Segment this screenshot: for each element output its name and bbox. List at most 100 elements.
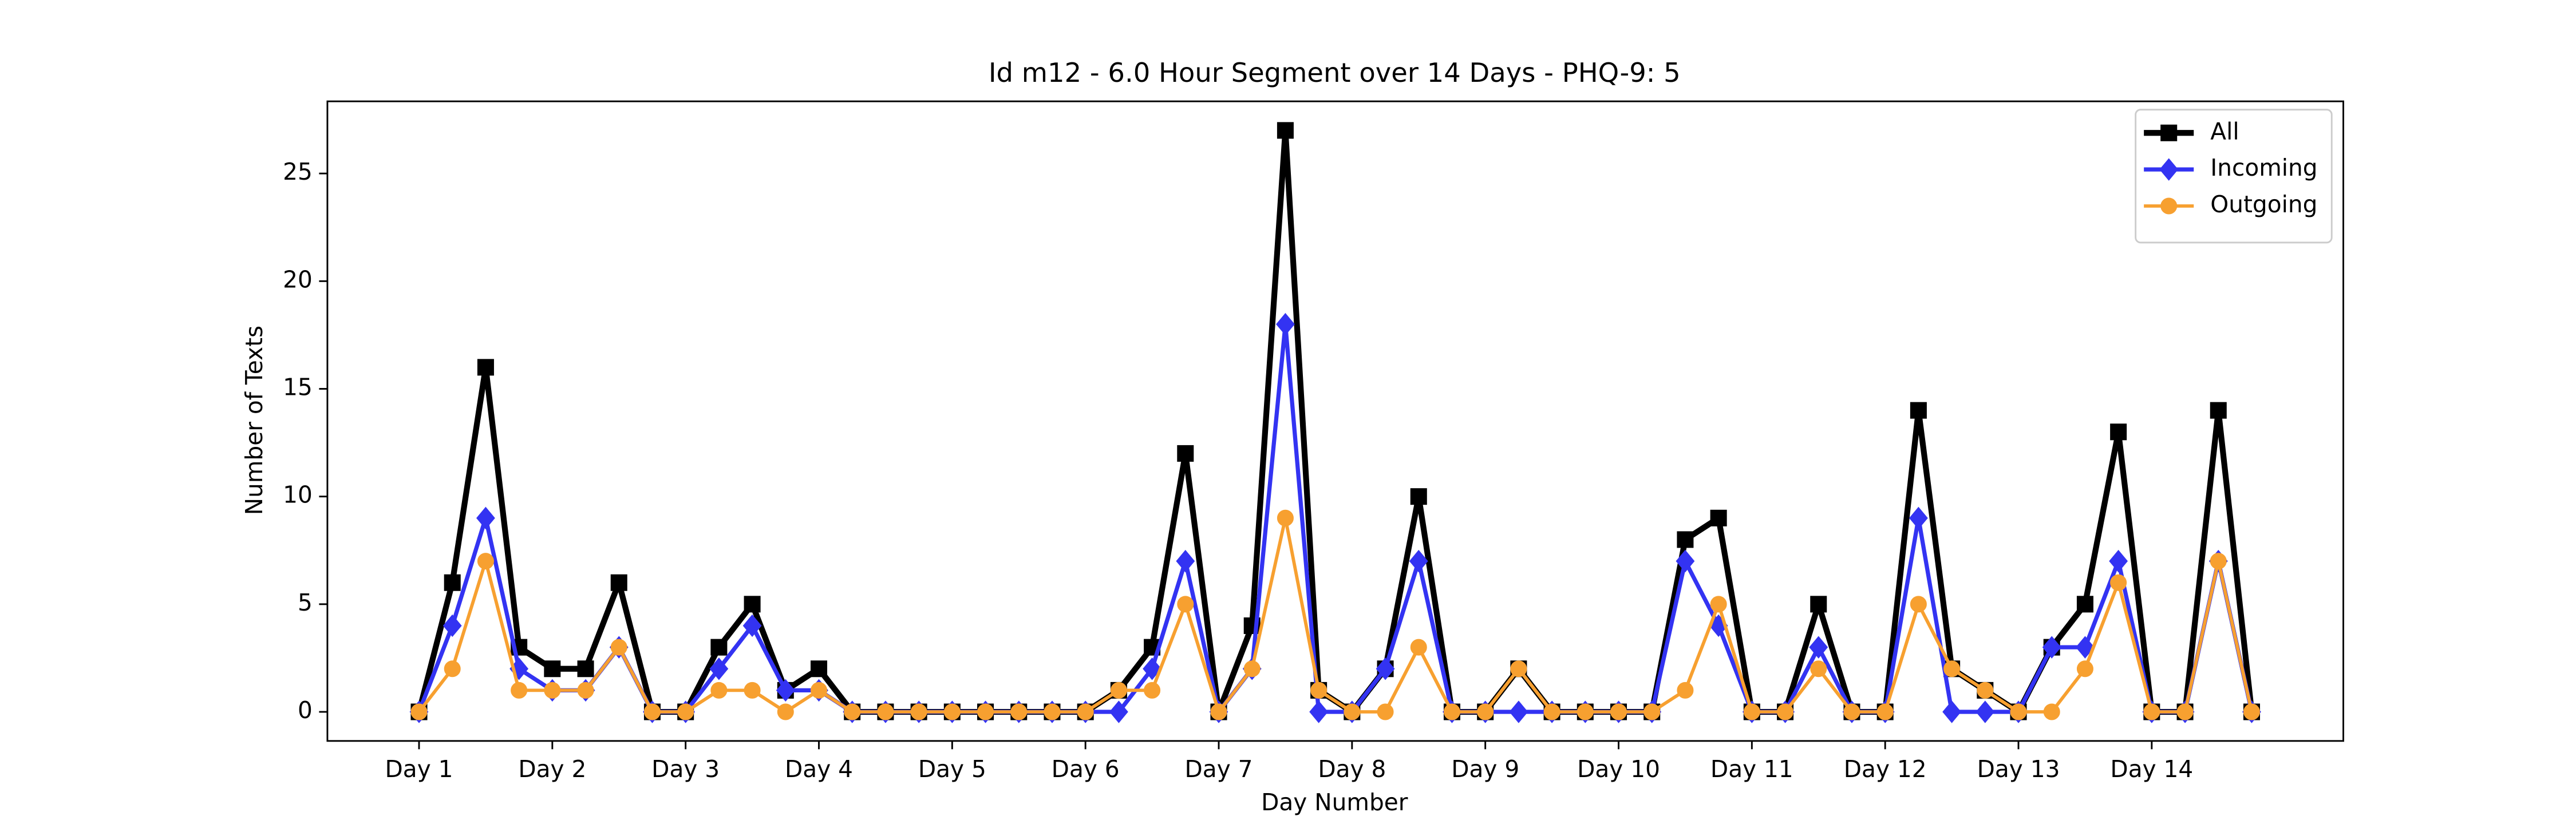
marker (2210, 553, 2227, 570)
marker (1810, 596, 1827, 613)
marker (444, 574, 461, 591)
x-tick-label: Day 1 (385, 755, 453, 783)
marker (577, 660, 594, 678)
marker (1843, 703, 1860, 720)
marker (1509, 700, 1528, 723)
x-tick-label: Day 11 (1710, 755, 1793, 783)
marker (1377, 703, 1394, 720)
marker (2010, 703, 2027, 720)
marker (776, 679, 795, 702)
marker (1677, 531, 1694, 548)
x-tick-label: Day 8 (1318, 755, 1386, 783)
marker (1177, 445, 1194, 462)
marker (1909, 506, 1928, 530)
marker (777, 703, 794, 720)
marker (1277, 122, 1294, 139)
x-tick-label: Day 12 (1844, 755, 1927, 783)
marker (1543, 703, 1560, 720)
legend-label: Outgoing (2210, 191, 2317, 218)
marker (2042, 636, 2061, 659)
x-tick-label: Day 3 (651, 755, 720, 783)
marker (643, 703, 661, 720)
y-tick-label: 10 (283, 481, 313, 509)
marker (810, 660, 828, 678)
marker (709, 657, 729, 680)
marker (1443, 703, 1460, 720)
marker (1410, 488, 1427, 505)
marker (977, 703, 994, 720)
marker (2110, 574, 2127, 591)
marker (2076, 636, 2095, 659)
marker (1243, 660, 1261, 678)
marker (511, 682, 528, 699)
x-tick-label: Day 4 (785, 755, 853, 783)
marker (943, 703, 961, 720)
marker (2210, 402, 2227, 419)
marker (1109, 700, 1128, 723)
marker (477, 553, 494, 570)
marker (1943, 660, 1961, 678)
y-tick-label: 0 (298, 696, 313, 724)
marker (1410, 639, 1427, 656)
marker (1276, 312, 1295, 336)
marker (910, 703, 927, 720)
marker (677, 703, 694, 720)
marker (1177, 596, 1194, 613)
marker (1677, 682, 1694, 699)
x-tick-label: Day 5 (918, 755, 986, 783)
marker (1376, 657, 1395, 680)
marker (577, 682, 594, 699)
marker (1510, 660, 1527, 678)
marker (1942, 700, 1962, 723)
plot-frame (326, 100, 2344, 742)
marker (2160, 124, 2178, 141)
x-tick-label: Day 14 (2110, 755, 2193, 783)
marker (476, 506, 495, 530)
marker (544, 682, 561, 699)
marker (1976, 700, 1995, 723)
chart-title: Id m12 - 6.0 Hour Segment over 14 Days -… (989, 57, 1681, 88)
y-axis-label: Number of Texts (240, 326, 268, 516)
marker (877, 703, 894, 720)
legend-label: All (2210, 117, 2239, 145)
series-line (416, 127, 2255, 715)
series-line (417, 322, 2254, 714)
x-tick-label: Day 9 (1451, 755, 1519, 783)
marker (710, 639, 728, 656)
legend-label: Incoming (2210, 154, 2317, 181)
marker (544, 660, 561, 678)
marker (844, 703, 861, 720)
legend-box (2135, 109, 2333, 244)
x-tick-label: Day 13 (1977, 755, 2060, 783)
marker (1676, 549, 1695, 573)
marker (410, 703, 428, 720)
marker (2110, 423, 2127, 441)
marker (442, 614, 462, 637)
marker (1044, 703, 1061, 720)
marker (1910, 596, 1927, 613)
marker (1876, 703, 1894, 720)
marker (2143, 703, 2160, 720)
marker (810, 682, 828, 699)
marker (1977, 682, 1994, 699)
marker (444, 660, 461, 678)
marker (1743, 703, 1760, 720)
marker (1210, 703, 1227, 720)
marker (2160, 197, 2178, 215)
marker (1810, 660, 1827, 678)
marker (1176, 549, 1195, 573)
marker (1710, 509, 1727, 526)
marker (1477, 703, 1494, 720)
x-tick-label: Day 10 (1577, 755, 1660, 783)
marker (1577, 703, 1594, 720)
x-tick-label: Day 2 (518, 755, 586, 783)
marker (2176, 703, 2194, 720)
marker (1610, 703, 1627, 720)
marker (2243, 703, 2260, 720)
marker (742, 614, 762, 637)
marker (1710, 596, 1727, 613)
marker (744, 596, 761, 613)
marker (2076, 660, 2093, 678)
